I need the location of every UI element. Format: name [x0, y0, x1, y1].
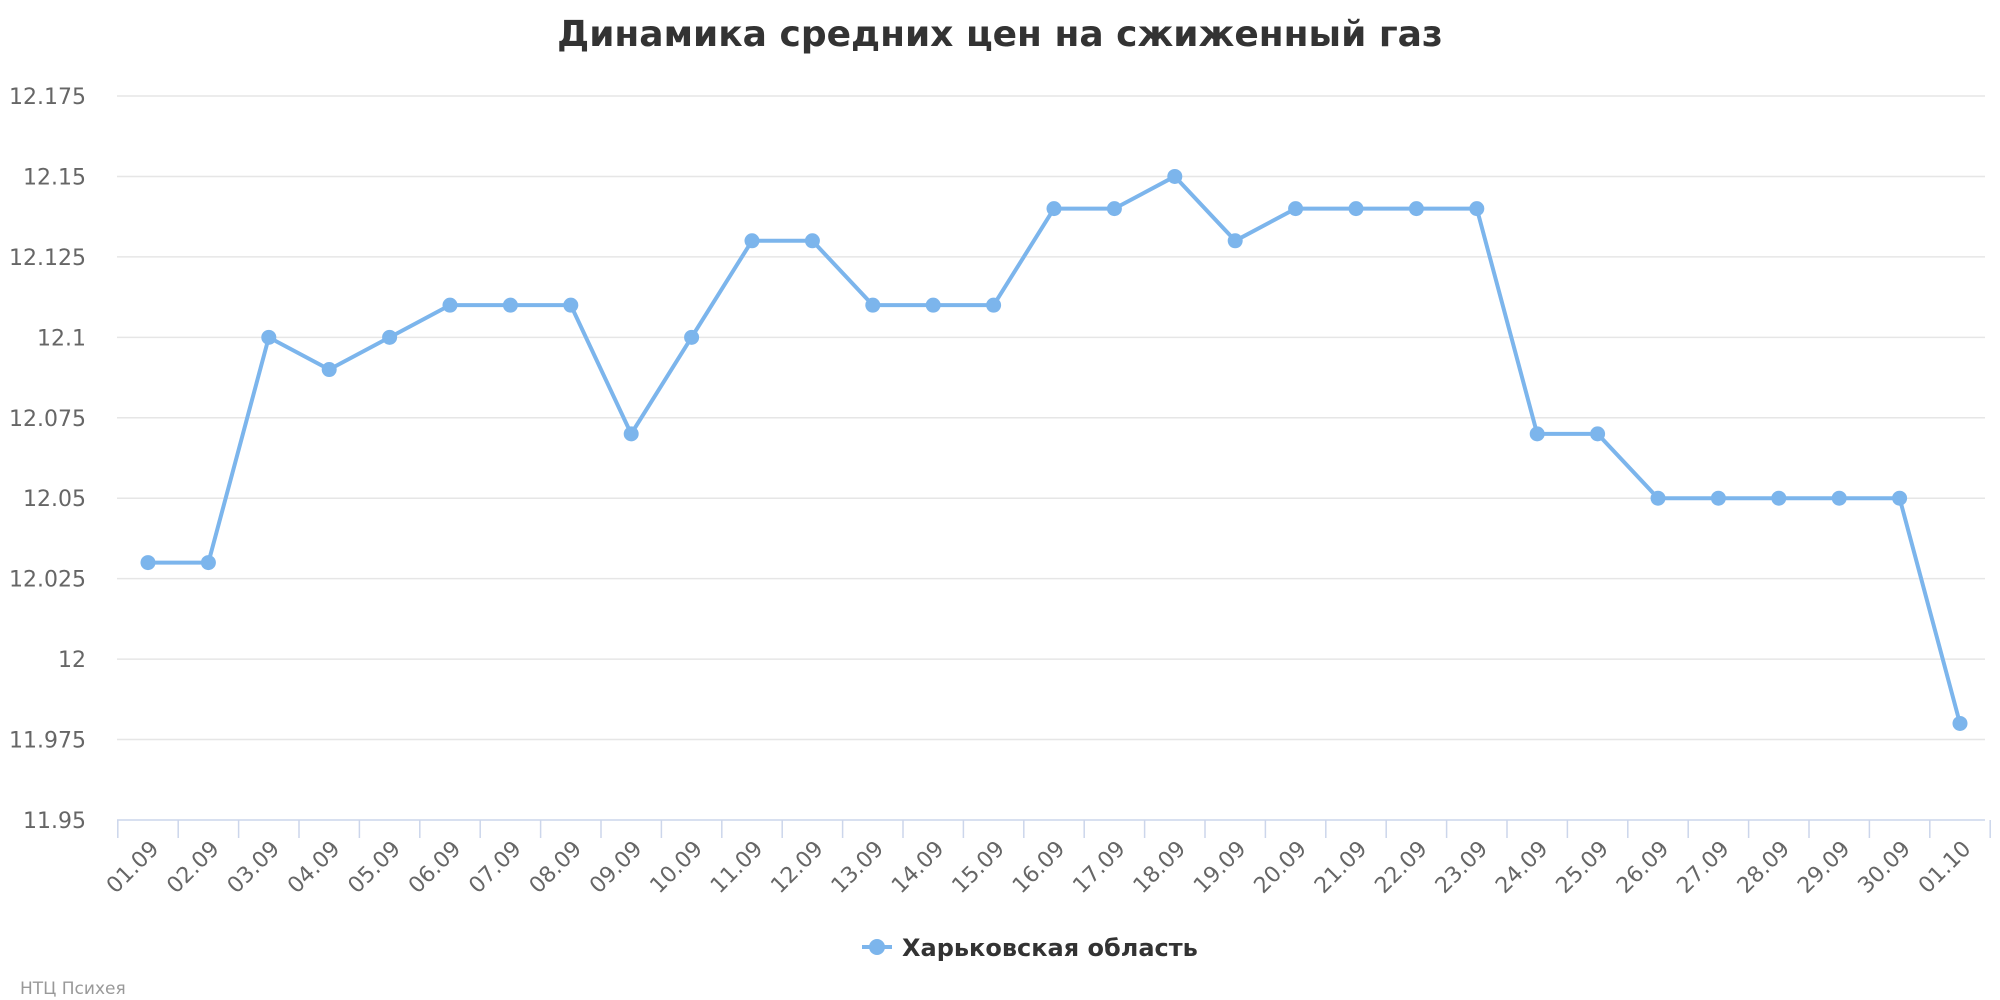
- data-point[interactable]: [1771, 490, 1787, 506]
- data-point[interactable]: [1046, 201, 1062, 217]
- legend-marker-icon[interactable]: [869, 939, 885, 955]
- x-tick-label: 11.09: [706, 837, 768, 899]
- series-group: [140, 168, 1968, 731]
- x-tick-label: 10.09: [646, 837, 708, 899]
- x-tick-label: 09.09: [585, 837, 647, 899]
- data-point[interactable]: [804, 233, 820, 249]
- y-axis: 11.95 11.975 12 12.025 12.05 12.075 12.1 12.125…: [9, 85, 86, 834]
- x-tick-label: 24.09: [1491, 837, 1553, 899]
- data-point[interactable]: [140, 555, 156, 571]
- data-point[interactable]: [1590, 426, 1606, 442]
- data-point[interactable]: [865, 297, 881, 313]
- x-tick-label: 05.09: [344, 837, 406, 899]
- x-tick-label: 22.09: [1370, 837, 1432, 899]
- data-point[interactable]: [925, 297, 941, 313]
- x-tick-label: 07.09: [464, 837, 526, 899]
- data-point[interactable]: [1831, 490, 1847, 506]
- y-tick-label: 12.1: [37, 326, 86, 351]
- series-line[interactable]: [146, 174, 1962, 726]
- x-tick-label: 26.09: [1612, 837, 1674, 899]
- x-tick-label: 28.09: [1733, 837, 1795, 899]
- x-tick-label: 13.09: [827, 837, 889, 899]
- data-point[interactable]: [684, 329, 700, 345]
- x-tick-label: 25.09: [1552, 837, 1614, 899]
- data-point[interactable]: [261, 329, 277, 345]
- data-point[interactable]: [1288, 201, 1304, 217]
- x-tick-label: 04.09: [283, 837, 345, 899]
- data-point[interactable]: [623, 426, 639, 442]
- data-point[interactable]: [1529, 426, 1545, 442]
- data-point[interactable]: [321, 362, 337, 378]
- data-point[interactable]: [744, 233, 760, 249]
- x-tick-label: 03.09: [223, 837, 285, 899]
- x-tick-label: 18.09: [1129, 837, 1191, 899]
- data-point[interactable]: [563, 297, 579, 313]
- data-point[interactable]: [1710, 490, 1726, 506]
- data-point[interactable]: [1227, 233, 1243, 249]
- legend[interactable]: Харьковская область: [862, 934, 1198, 962]
- x-tick-label: 27.09: [1672, 837, 1734, 899]
- y-tick-label: 12.075: [9, 407, 86, 432]
- y-tick-label: 12.175: [9, 85, 86, 110]
- x-tick-label: 01.09: [102, 837, 164, 899]
- data-point[interactable]: [200, 555, 216, 571]
- chart-title: Динамика средних цен на сжиженный газ: [557, 14, 1443, 55]
- grid-lines: [117, 95, 1985, 741]
- data-point[interactable]: [986, 297, 1002, 313]
- y-tick-label: 12: [58, 648, 86, 673]
- data-point[interactable]: [382, 329, 398, 345]
- series-0[interactable]: [140, 168, 1968, 731]
- y-tick-label: 11.975: [9, 729, 86, 754]
- data-point[interactable]: [1348, 201, 1364, 217]
- data-point[interactable]: [1892, 490, 1908, 506]
- y-tick-label: 12.125: [9, 246, 86, 271]
- x-tick-label: 29.09: [1793, 837, 1855, 899]
- y-tick-label: 11.95: [23, 809, 86, 834]
- x-tick-label: 23.09: [1431, 837, 1493, 899]
- data-point[interactable]: [1952, 715, 1968, 731]
- x-tick-label: 17.09: [1068, 837, 1130, 899]
- x-tick-label: 15.09: [948, 837, 1010, 899]
- legend-label[interactable]: Харьковская область: [902, 934, 1198, 962]
- x-tick-label: 16.09: [1008, 837, 1070, 899]
- x-tick-label: 06.09: [404, 837, 466, 899]
- x-tick-label: 21.09: [1310, 837, 1372, 899]
- x-tick-label: 30.09: [1854, 837, 1916, 899]
- data-point[interactable]: [442, 297, 458, 313]
- credits-text[interactable]: НТЦ Психея: [20, 979, 126, 999]
- x-tick-label: 19.09: [1189, 837, 1251, 899]
- x-tick-label: 01.10: [1914, 837, 1976, 899]
- x-tick-label: 12.09: [766, 837, 828, 899]
- y-tick-label: 12.05: [23, 487, 86, 512]
- data-point[interactable]: [1650, 490, 1666, 506]
- x-tick-label: 20.09: [1250, 837, 1312, 899]
- x-tick-label: 08.09: [525, 837, 587, 899]
- x-tick-label: 02.09: [162, 837, 224, 899]
- x-tick-label: 14.09: [887, 837, 949, 899]
- data-point[interactable]: [1408, 201, 1424, 217]
- data-point[interactable]: [1469, 201, 1485, 217]
- data-point[interactable]: [1106, 201, 1122, 217]
- y-tick-label: 12.025: [9, 568, 86, 593]
- y-tick-label: 12.15: [23, 165, 86, 190]
- x-axis: 01.0902.0903.0904.0905.0906.0907.0908.09…: [102, 819, 1991, 899]
- data-point[interactable]: [502, 297, 518, 313]
- data-point[interactable]: [1167, 168, 1183, 184]
